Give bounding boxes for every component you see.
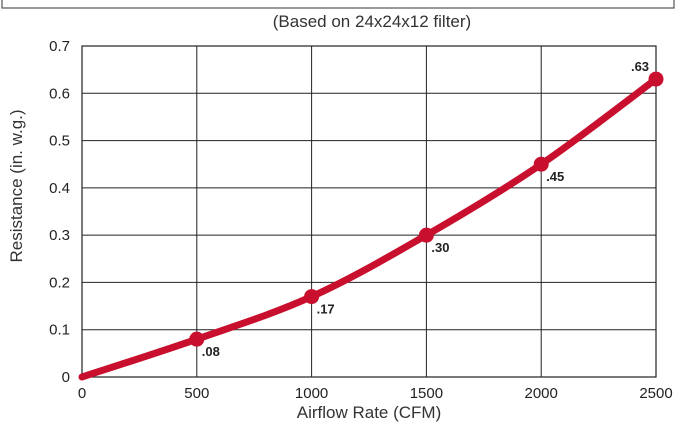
y-tick-label: 0.1	[49, 322, 70, 339]
x-tick-label: 2000	[525, 385, 558, 402]
chart-subtitle: (Based on 24x24x12 filter)	[273, 12, 471, 31]
y-tick-label: 0.2	[49, 274, 70, 291]
x-tick-label: 500	[184, 385, 209, 402]
data-point	[189, 331, 205, 347]
data-labels: .08 .17 .30 .45 .63	[202, 59, 649, 359]
data-label: .45	[546, 169, 564, 184]
x-tick-label: 1500	[410, 385, 443, 402]
data-point	[533, 156, 549, 172]
x-axis-label: Airflow Rate (CFM)	[297, 403, 442, 422]
x-tick-label: 1000	[295, 385, 328, 402]
x-tick-label: 0	[78, 385, 86, 402]
data-label: .17	[317, 302, 335, 317]
y-tick-label: 0.3	[49, 227, 70, 244]
x-axis-ticks: 0 500 1000 1500 2000 2500	[78, 385, 673, 402]
y-tick-label: 0.6	[49, 85, 70, 102]
y-tick-label: 0.4	[49, 180, 70, 197]
grid-lines	[82, 46, 656, 377]
series-resistance	[78, 71, 664, 381]
series-line	[78, 75, 660, 381]
y-tick-label: 0.7	[49, 38, 70, 55]
data-label: .30	[431, 240, 449, 255]
header-frame	[1, 0, 675, 9]
plot-area	[81, 45, 657, 378]
y-tick-label: 0	[62, 369, 70, 386]
data-label: .63	[631, 59, 649, 74]
y-axis-ticks: 0 0.1 0.2 0.3 0.4 0.5 0.6 0.7	[49, 38, 70, 386]
x-tick-label: 2500	[639, 385, 672, 402]
data-point	[648, 71, 664, 87]
y-axis-label: Resistance (in. w.g.)	[7, 109, 26, 262]
data-point	[418, 227, 434, 243]
y-tick-label: 0.5	[49, 133, 70, 150]
data-label: .08	[202, 344, 220, 359]
data-point	[304, 289, 320, 305]
